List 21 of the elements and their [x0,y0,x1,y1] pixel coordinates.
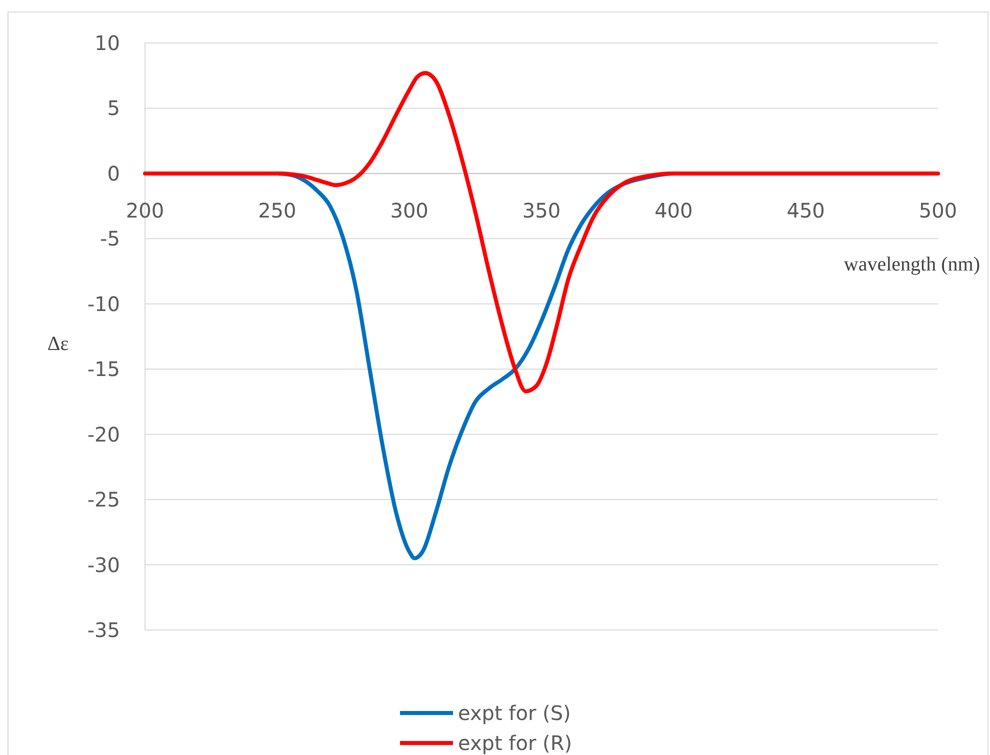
x-tick-label: 300 [390,198,428,222]
y-tick-label: -10 [87,292,120,316]
y-tick-label: -20 [87,422,120,446]
x-tick-label: 450 [786,198,825,222]
x-tick-label: 400 [654,198,693,222]
legend-label: expt for (R) [458,731,572,755]
legend-label: expt for (S) [458,701,571,725]
y-tick-label: -25 [87,488,120,512]
y-tick-label: 10 [94,31,120,55]
x-tick-label: 500 [918,198,958,222]
y-tick-label: -5 [100,226,120,251]
y-tick-label: 5 [107,96,120,120]
y-tick-label: -15 [87,357,120,382]
y-tick-label: 0 [107,161,120,186]
x-axis-title: wavelength (nm) [844,253,980,276]
y-tick-label: -30 [87,552,120,577]
x-tick-label: 200 [126,198,164,222]
y-tick-label: -35 [87,618,120,642]
x-tick-label: 250 [258,198,296,222]
x-tick-label: 350 [522,198,561,222]
y-axis-title: Δε [47,333,69,356]
